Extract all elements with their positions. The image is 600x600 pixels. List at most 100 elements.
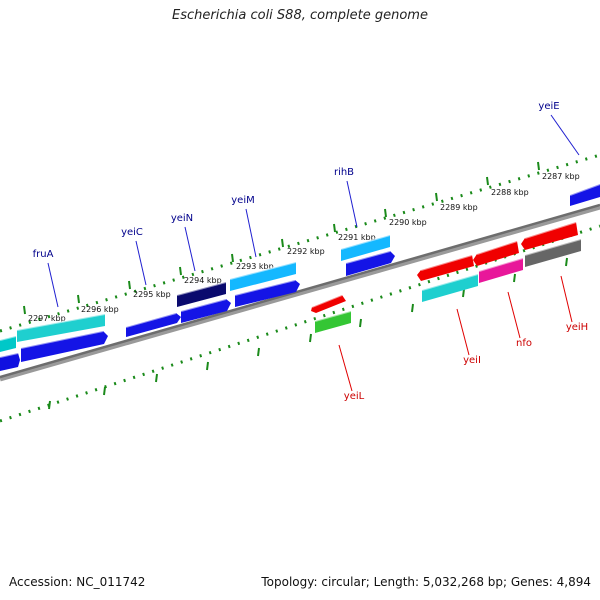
gene-feature-highlight (180, 298, 227, 312)
gene-leader-line (507, 291, 521, 339)
kbp-tick (77, 294, 80, 304)
gene-label-yeiI[interactable]: yeiI (463, 355, 481, 366)
gene-feature-highlight (421, 273, 479, 291)
gene-feature-yeiL-red[interactable] (311, 295, 346, 313)
kbp-tick (23, 305, 26, 315)
kbp-tick (384, 208, 387, 218)
gene-feature-yeiN-blue[interactable] (181, 299, 231, 323)
gene-feature-highlight (345, 250, 391, 264)
gene-feature-highlight (0, 352, 19, 358)
gene-feature-highlight (176, 281, 227, 296)
gene-feature-yeiL-green[interactable] (315, 311, 351, 333)
kbp-tick (128, 280, 131, 290)
gene-feature-highlight (314, 310, 352, 322)
genome-summary: Topology: circular; Length: 5,032,268 bp… (261, 575, 591, 589)
top-scale-track (0, 153, 600, 333)
gene-feature-rihB-cyan[interactable] (341, 235, 390, 261)
kbp-tick (537, 161, 540, 171)
gene-leader-line (47, 262, 59, 308)
gene-feature-rihB-blue[interactable] (346, 251, 395, 276)
kbp-tick (565, 257, 568, 267)
kbp-tick (206, 361, 209, 371)
gene-label-nfo[interactable]: nfo (516, 338, 532, 349)
kbp-label: 2297 kbp (28, 314, 66, 323)
gene-feature-highlight (524, 238, 582, 256)
map-title: Escherichia coli S88, complete genome (172, 8, 428, 23)
kbp-label: 2295 kbp (133, 290, 171, 299)
kbp-tick (462, 288, 465, 298)
gene-feature-yeiM-blue[interactable] (235, 280, 300, 307)
gene-labels: fruA yeiC yeiN yeiM rihB yeiE yeiL yeiI nfo yeiH (33, 101, 589, 402)
gene-feature-blue-left-bottom[interactable] (0, 353, 20, 371)
gene-feature-highlight (569, 183, 600, 196)
gene-label-yeiM[interactable]: yeiM (231, 195, 254, 206)
gene-feature-yeiH-gray[interactable] (525, 239, 581, 267)
kbp-label: 2294 kbp (184, 276, 222, 285)
gene-label-yeiN[interactable]: yeiN (171, 213, 193, 224)
kbp-label: 2290 kbp (389, 218, 427, 227)
gene-label-yeiC[interactable]: yeiC (121, 227, 143, 238)
gene-feature-highlight (234, 279, 296, 296)
accession-text: Accession: NC_011742 (9, 575, 146, 589)
kbp-label: 2288 kbp (491, 188, 529, 197)
gene-feature-red-2[interactable] (473, 241, 519, 266)
gene-feature-fruA-cyan[interactable] (17, 314, 105, 342)
gene-leader-line (456, 308, 470, 356)
kbp-tick (309, 333, 312, 343)
kbp-tick (281, 238, 284, 248)
gene-feature-red-1[interactable] (417, 255, 474, 281)
gene-feature-highlight (476, 240, 518, 255)
gene-feature-yeiN-navy[interactable] (177, 282, 226, 307)
gene-features (0, 183, 600, 371)
gene-feature-highlight (311, 294, 343, 308)
kbp-label: 2291 kbp (338, 233, 376, 242)
gene-label-yeiE[interactable]: yeiE (538, 101, 559, 112)
gene-feature-highlight (340, 234, 391, 250)
gene-label-rihB[interactable]: rihB (334, 167, 354, 178)
gene-feature-red-3[interactable] (521, 222, 578, 250)
kbp-tick (257, 347, 260, 357)
kbp-tick (513, 273, 516, 283)
kbp-tick (48, 400, 51, 410)
kbp-tick (411, 303, 414, 313)
gene-feature-highlight (125, 312, 177, 328)
kbp-tick (435, 192, 438, 202)
gene-leader-line (550, 114, 580, 156)
gene-feature-highlight (478, 257, 524, 272)
kbp-tick (486, 176, 489, 186)
gene-leader-line (135, 240, 147, 286)
gene-feature-highlight (524, 221, 577, 239)
kbp-label: 2289 kbp (440, 203, 478, 212)
gene-feature-highlight (20, 330, 104, 349)
gene-feature-fruA-blue[interactable] (21, 331, 108, 362)
kbp-tick (155, 373, 158, 383)
gene-feature-nfo-pink[interactable] (479, 258, 523, 283)
kbp-tick (179, 266, 182, 276)
kbp-tick (333, 223, 336, 233)
gene-leader-line (184, 226, 196, 272)
gene-leader-line (346, 180, 358, 228)
gene-label-fruA[interactable]: fruA (33, 249, 54, 260)
gene-feature-highlight (16, 313, 106, 331)
kbp-ticks: 2297 kbp 2296 kbp 2295 kbp 2294 kbp 2293 kbp… (23, 161, 580, 410)
kbp-tick (231, 253, 234, 263)
backbone-shadow (0, 204, 600, 382)
gene-feature-yeiE-blue[interactable] (570, 184, 600, 206)
kbp-label: 2292 kbp (287, 247, 325, 256)
gene-feature-yeiI-cyan[interactable] (422, 274, 478, 302)
kbp-tick (359, 318, 362, 328)
gene-label-yeiH[interactable]: yeiH (566, 322, 588, 333)
gene-feature-highlight (229, 261, 297, 280)
gene-leader-line (245, 208, 257, 258)
gene-feature-yeiM-cyan[interactable] (230, 262, 296, 291)
kbp-label: 2287 kbp (542, 172, 580, 181)
gene-feature-yeiC-blue[interactable] (126, 313, 181, 337)
backbone (0, 203, 600, 379)
gene-feature-highlight (420, 254, 473, 271)
gene-leader-line (338, 344, 353, 392)
gene-leader-line (560, 275, 573, 323)
kbp-tick (103, 386, 106, 396)
gene-label-yeiL[interactable]: yeiL (344, 391, 365, 402)
kbp-label: 2296 kbp (81, 305, 119, 314)
